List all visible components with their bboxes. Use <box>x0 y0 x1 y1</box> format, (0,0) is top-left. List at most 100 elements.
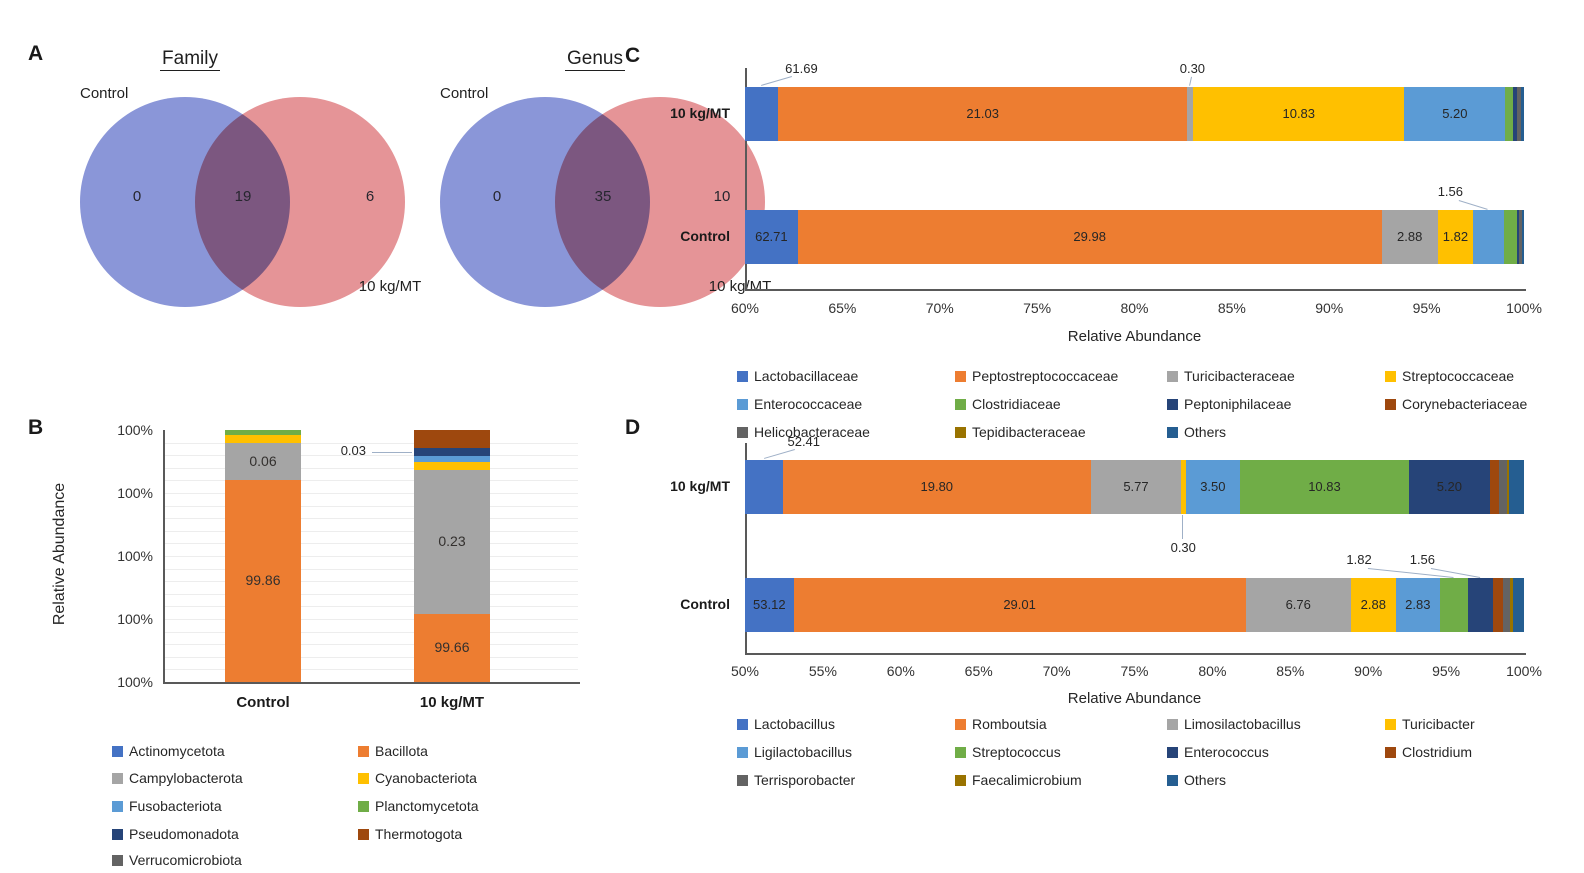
bar-segment-helicobacteraceae <box>1519 210 1523 264</box>
callout-line <box>761 75 793 86</box>
legend-label: Campylobacterota <box>129 770 243 786</box>
legend-item-faecalimicrobium: Faecalimicrobium <box>955 772 1082 788</box>
x-tick-label: 70% <box>1042 663 1071 679</box>
x-tick-label: 95% <box>1432 663 1461 679</box>
legend-swatch-gray <box>112 773 123 784</box>
gridline <box>163 530 578 532</box>
legend-swatch-navy <box>1167 399 1178 410</box>
legend-label: Others <box>1184 424 1227 440</box>
venn-family-left-only-count: 0 <box>132 188 142 205</box>
bar-segment-peptoniphilaceae <box>1517 210 1520 264</box>
legend-swatch-teal <box>1167 427 1178 438</box>
segment-value-label: 19.80 <box>920 479 954 494</box>
legend-label: Corynebacteriaceae <box>1402 396 1528 412</box>
bar-segment-romboutsia <box>782 460 1092 514</box>
legend-label: Clostridiaceae <box>972 396 1061 412</box>
callout-line <box>1458 200 1489 211</box>
bar-segment-streptococcaceae <box>1193 87 1405 141</box>
gridline <box>163 505 578 507</box>
x-tick-label: 85% <box>1217 300 1246 316</box>
segment-value-label: 2.83 <box>1405 597 1431 612</box>
legend-item-streptococcus: Streptococcus <box>955 744 1061 760</box>
bar-segment-peptoniphilaceae <box>1513 87 1517 141</box>
bar-segment-clostridiaceae <box>1505 87 1514 141</box>
bar-segment-bacillota <box>414 613 490 682</box>
legend-swatch-lightblue <box>737 399 748 410</box>
x-axis-title: Relative Abundance <box>1067 328 1202 345</box>
legend-item-verrucomicrobiota: Verrucomicrobiota <box>112 852 242 868</box>
legend-label: Actinomycetota <box>129 743 225 759</box>
gridline <box>163 593 578 595</box>
legend-label: Faecalimicrobium <box>972 772 1082 788</box>
venn-genus-10kgmt-circle <box>555 97 765 307</box>
legend-item-enterococcaceae: Enterococcaceae <box>737 396 862 412</box>
gridline <box>163 606 578 608</box>
legend-label: Helicobacteraceae <box>754 424 870 440</box>
legend-item-others: Others <box>1167 772 1226 788</box>
legend-item-turicibacteraceae: Turicibacteraceae <box>1167 368 1295 384</box>
legend-item-terrisporobacter: Terrisporobacter <box>737 772 855 788</box>
gridline <box>163 442 578 444</box>
gridline <box>163 455 578 457</box>
venn-family-left-set-label: Control <box>80 85 129 102</box>
legend-item-ligilactobacillus: Ligilactobacillus <box>737 744 852 760</box>
bar-segment-terrisporobacter <box>1502 578 1510 632</box>
panel-b-y-axis-title: Relative Abundance <box>51 482 68 626</box>
gridline <box>163 619 578 620</box>
legend-swatch-blue <box>112 746 123 757</box>
row-label-control: Control <box>680 228 730 244</box>
bar-segment-ligilactobacillus <box>1395 578 1440 632</box>
segment-value-label: 53.12 <box>753 597 786 612</box>
legend-swatch-darkgray <box>737 775 748 786</box>
gridline <box>163 480 578 482</box>
row-label-10 kg/mt: 10 kg/MT <box>670 478 730 494</box>
bar-segment-peptostreptococcaceae <box>797 210 1382 264</box>
venn-family-title: Family <box>160 48 220 71</box>
panel-a-label: A <box>28 42 44 65</box>
legend-label: Clostridium <box>1402 744 1473 760</box>
legend-swatch-olive <box>955 427 966 438</box>
bar-segment-peptostreptococcaceae <box>777 87 1188 141</box>
y-tick-label: 100% <box>117 548 153 564</box>
legend-label: Tepidibacteraceae <box>972 424 1086 440</box>
bar-segment-faecalimicrobium <box>1509 578 1513 632</box>
segment-value-label: 0.23 <box>438 533 466 550</box>
segment-callout-label: 0.30 <box>1170 540 1196 555</box>
segment-value-label: 5.77 <box>1123 479 1149 494</box>
legend-label: Bacillota <box>375 743 428 759</box>
venn-genus-right-set-label: 10 kg/MT <box>708 278 772 295</box>
segment-callout-label: 61.69 <box>785 61 818 76</box>
bar-segment-streptococcus <box>1240 460 1409 514</box>
x-tick-label: 80% <box>1198 663 1227 679</box>
bar-segment-others <box>1509 460 1524 514</box>
segment-value-label: 21.03 <box>966 106 999 121</box>
segment-value-label: 62.71 <box>755 229 788 244</box>
legend-swatch-blue <box>737 719 748 730</box>
legend-item-romboutsia: Romboutsia <box>955 716 1047 732</box>
bar-segment-enterococcaceae <box>1473 210 1504 264</box>
venn-family-overlap-count: 19 <box>234 188 252 205</box>
bar-segment-clostridium <box>1492 578 1503 632</box>
x-tick-label: 80% <box>1120 300 1149 316</box>
bar-segment-cyanobacteriota <box>225 435 301 444</box>
legend-item-lactobacillaceae: Lactobacillaceae <box>737 368 858 384</box>
legend-label: Planctomycetota <box>375 798 479 814</box>
row-label-control: Control <box>680 596 730 612</box>
segment-value-label: 5.20 <box>1436 479 1463 494</box>
legend-item-clostridium: Clostridium <box>1385 744 1472 760</box>
legend-label: Fusobacteriota <box>129 798 222 814</box>
legend-swatch-navy <box>112 829 123 840</box>
bar-segment-enterococcus <box>1408 460 1490 514</box>
segment-value-label: 1.82 <box>1442 229 1469 244</box>
x-tick-label: 90% <box>1315 300 1344 316</box>
venn-genus-left-only-count: 0 <box>492 188 502 205</box>
panel-d-label: D <box>625 416 641 439</box>
bar-segment-clostridium <box>1489 460 1500 514</box>
legend-label: Peptostreptococcaceae <box>972 368 1119 384</box>
segment-value-label: 10.83 <box>1282 106 1316 121</box>
legend-item-peptoniphilaceae: Peptoniphilaceae <box>1167 396 1291 412</box>
legend-item-clostridiaceae: Clostridiaceae <box>955 396 1061 412</box>
legend-label: Thermotogota <box>375 826 463 842</box>
x-tick-label: 60% <box>886 663 915 679</box>
segment-callout-label: 1.56 <box>1437 184 1464 199</box>
